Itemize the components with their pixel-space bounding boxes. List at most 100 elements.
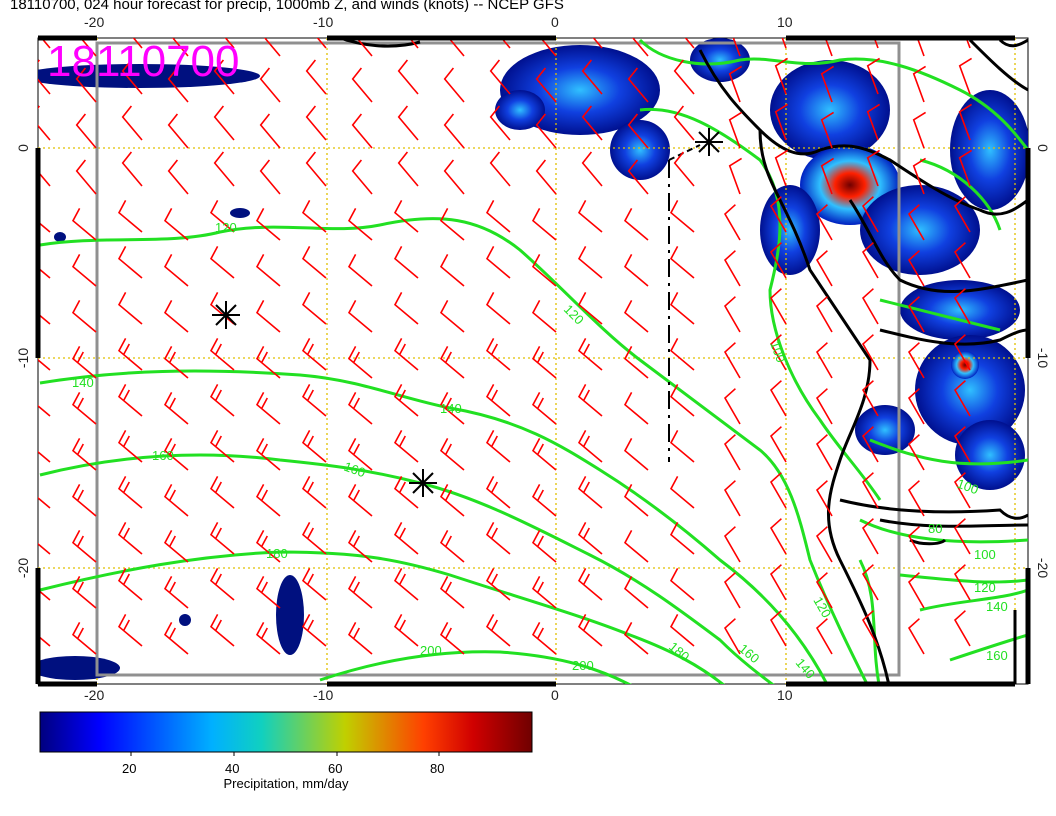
- wind-barb: [815, 388, 833, 425]
- contour-labels: 120 120 140 140 160 160 180 200 120 140 …: [72, 220, 1008, 682]
- wind-barb: [820, 111, 835, 149]
- wind-barb: [953, 242, 971, 279]
- wind-barb: [393, 200, 419, 233]
- wind-barb: [912, 157, 927, 195]
- wind-barb: [255, 254, 281, 287]
- wind-barb: [673, 59, 695, 95]
- wind-barb: [627, 113, 649, 149]
- wind-barb: [539, 38, 557, 57]
- wind-barb: [531, 484, 557, 517]
- wind-barb: [485, 614, 511, 647]
- wind-barb: [769, 334, 787, 371]
- wind-barb: [673, 151, 695, 187]
- wind-barb: [723, 526, 741, 563]
- wind-barb: [723, 480, 741, 517]
- wind-barb: [907, 434, 925, 471]
- wind-barb: [953, 610, 971, 647]
- wind-barb: [531, 438, 557, 471]
- wind-barb: [623, 208, 649, 241]
- wind-barb: [531, 530, 557, 563]
- wind-barb: [769, 564, 787, 601]
- wind-barb: [485, 200, 511, 233]
- wind-barb: [163, 622, 189, 655]
- wind-barb: [958, 149, 973, 187]
- wind-barb: [209, 522, 235, 555]
- wind-barb: [907, 618, 925, 655]
- wind-barb: [861, 564, 879, 601]
- wind-barb: [255, 392, 281, 425]
- wind-barb: [907, 342, 925, 379]
- wind-barbs: [38, 38, 973, 655]
- wind-barb: [209, 568, 235, 601]
- wind-barb: [912, 65, 927, 103]
- wind-barb: [815, 296, 833, 333]
- wind-barb: [907, 480, 925, 517]
- wind-barb: [815, 204, 833, 241]
- wind-barb: [774, 103, 789, 141]
- axis-labels: -20 -10 0 10 -20 -10 0 10 0 -10 -20 0 -1…: [15, 14, 1051, 703]
- wind-barb: [623, 392, 649, 425]
- wind-barb: [815, 250, 833, 287]
- contour-label: 140: [440, 401, 462, 416]
- wind-barb: [117, 200, 143, 233]
- wind-barb: [209, 384, 235, 417]
- wind-barb: [623, 530, 649, 563]
- wind-barb: [301, 200, 327, 233]
- wind-barb: [301, 476, 327, 509]
- wind-barb: [531, 392, 557, 425]
- wind-barb: [38, 59, 51, 95]
- wind-barb: [769, 518, 787, 555]
- left-tick-label: -10: [15, 348, 31, 368]
- wind-barb: [71, 576, 97, 609]
- wind-barb: [531, 622, 557, 655]
- right-tick-label: 0: [1035, 144, 1051, 152]
- wind-barb: [38, 620, 51, 647]
- right-tick-label: -10: [1035, 348, 1051, 368]
- wind-barb: [117, 338, 143, 371]
- wind-barb: [301, 614, 327, 647]
- wind-barb: [443, 67, 465, 103]
- wind-barb: [255, 622, 281, 655]
- height-contours: [39, 38, 1028, 684]
- wind-barb: [255, 530, 281, 563]
- wind-barb: [953, 472, 971, 509]
- wind-barb: [117, 430, 143, 463]
- wind-barb: [351, 113, 373, 149]
- wind-barb: [781, 38, 787, 49]
- wind-barb: [121, 105, 143, 141]
- wind-barb: [728, 65, 743, 103]
- map-title: 18110700, 024 hour forecast for precip, …: [10, 0, 564, 13]
- contour-label: 160: [342, 459, 368, 481]
- top-tick-label: -20: [84, 14, 104, 30]
- wind-barb: [397, 151, 419, 187]
- wind-barb: [71, 530, 97, 563]
- wind-barb: [209, 246, 235, 279]
- wind-barb: [439, 300, 465, 333]
- wind-barb: [669, 384, 695, 417]
- wind-barb: [38, 574, 51, 601]
- wind-barb: [577, 338, 603, 371]
- contour-label: 100: [955, 476, 981, 498]
- wind-barb: [769, 610, 787, 647]
- wind-barb: [669, 338, 695, 371]
- contour-label: 200: [420, 643, 442, 658]
- wind-barb: [577, 292, 603, 325]
- contour-label: 100: [974, 547, 996, 562]
- wind-barb: [213, 151, 235, 187]
- wind-barb: [167, 67, 189, 103]
- wind-barb: [861, 426, 879, 463]
- wind-barb: [347, 346, 373, 379]
- wind-barb: [167, 113, 189, 149]
- wind-barb: [38, 220, 51, 233]
- wind-barb: [439, 392, 465, 425]
- wind-barb: [907, 572, 925, 609]
- wind-barb: [38, 482, 51, 509]
- contour-label: 100: [767, 339, 789, 365]
- wind-barb: [301, 384, 327, 417]
- wind-barb: [535, 159, 557, 195]
- wind-barb: [953, 288, 971, 325]
- wind-barb: [673, 105, 695, 141]
- wind-barb: [355, 38, 373, 57]
- wind-barb: [669, 476, 695, 509]
